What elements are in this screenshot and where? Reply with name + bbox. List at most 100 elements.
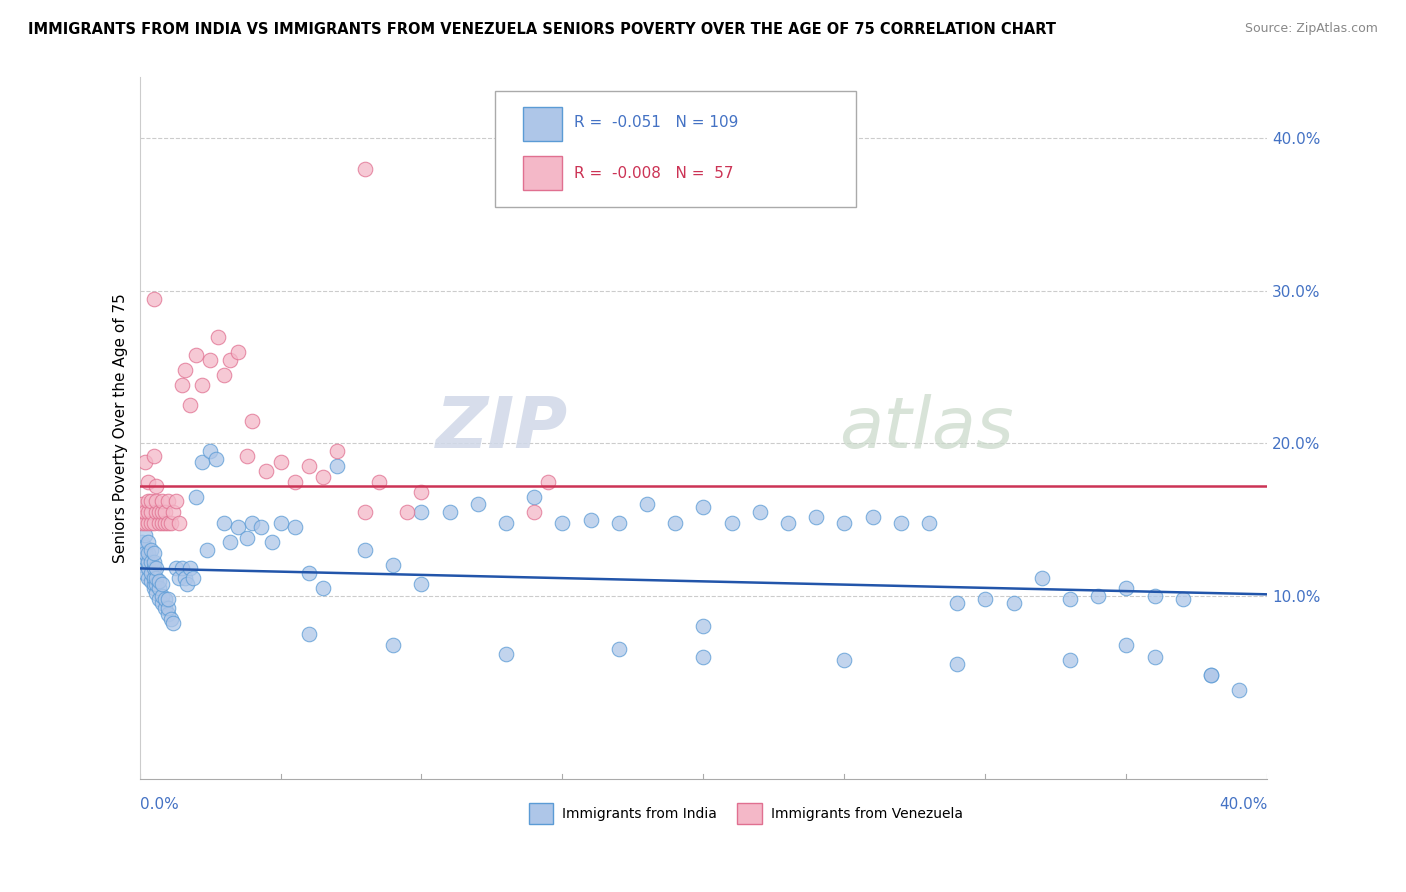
Point [150,576,173,591]
Point [136,546,159,560]
Point [862,509,884,524]
Point [411,505,433,519]
Point [134,528,156,542]
Point [150,589,173,603]
Point [495,516,517,530]
Point [153,601,176,615]
Point [170,561,193,575]
Point [218,535,240,549]
Point [136,561,159,575]
Text: ZIP: ZIP [436,393,568,463]
Point [1115,638,1137,652]
Point [150,597,173,611]
Point [142,449,165,463]
Bar [523,107,562,141]
Point [240,413,263,427]
Point [150,516,173,530]
Point [156,607,179,622]
Point [195,543,218,558]
Point [636,497,658,511]
Point [1199,668,1222,682]
Text: R =  -0.008   N =  57: R = -0.008 N = 57 [574,166,734,181]
FancyBboxPatch shape [495,92,856,207]
Point [579,513,602,527]
Point [156,601,179,615]
Point [145,494,167,508]
Point [946,657,969,672]
Point [298,627,321,641]
Point [312,470,335,484]
Point [260,535,283,549]
Point [946,597,969,611]
Point [145,561,167,575]
Point [176,576,198,591]
Text: atlas: atlas [839,393,1014,463]
Bar [737,804,762,824]
Point [136,555,159,569]
Point [1059,591,1081,606]
Point [148,505,170,519]
Text: 0.0%: 0.0% [139,797,179,812]
Point [354,543,377,558]
Point [148,581,170,595]
Point [131,558,153,573]
Point [167,570,190,584]
Point [218,352,240,367]
Point [139,505,162,519]
Bar [523,156,562,190]
Point [190,378,212,392]
Point [142,516,165,530]
Point [284,475,307,489]
Point [607,516,630,530]
Text: R =  -0.051   N = 109: R = -0.051 N = 109 [574,115,738,130]
Text: 40.0%: 40.0% [1219,797,1267,812]
Point [1171,591,1194,606]
Point [139,555,162,569]
Point [270,516,292,530]
Text: Source: ZipAtlas.com: Source: ZipAtlas.com [1244,22,1378,36]
Point [204,451,226,466]
Point [1031,570,1053,584]
Point [179,398,201,412]
Point [145,570,167,584]
Point [134,516,156,530]
Point [198,444,221,458]
Point [226,345,249,359]
Point [890,516,912,530]
Point [354,505,377,519]
Point [134,540,156,554]
Point [153,505,176,519]
Point [312,581,335,595]
Point [249,520,271,534]
Point [165,494,187,508]
Point [131,516,153,530]
Point [692,619,714,633]
Point [1227,683,1250,698]
Point [184,348,207,362]
Point [368,475,391,489]
Point [181,570,204,584]
Point [207,329,229,343]
Point [142,570,165,584]
Point [834,653,856,667]
Point [131,505,153,519]
Point [139,574,162,588]
Point [148,574,170,588]
Point [270,455,292,469]
Point [142,546,165,560]
Point [134,505,156,519]
Point [150,494,173,508]
Point [145,505,167,519]
Point [162,505,184,519]
Point [139,494,162,508]
Point [382,638,405,652]
Point [692,649,714,664]
Point [198,352,221,367]
Point [134,546,156,560]
Point [495,647,517,661]
Point [167,516,190,530]
Text: IMMIGRANTS FROM INDIA VS IMMIGRANTS FROM VENEZUELA SENIORS POVERTY OVER THE AGE : IMMIGRANTS FROM INDIA VS IMMIGRANTS FROM… [28,22,1056,37]
Point [139,566,162,580]
Point [162,616,184,631]
Point [156,494,179,508]
